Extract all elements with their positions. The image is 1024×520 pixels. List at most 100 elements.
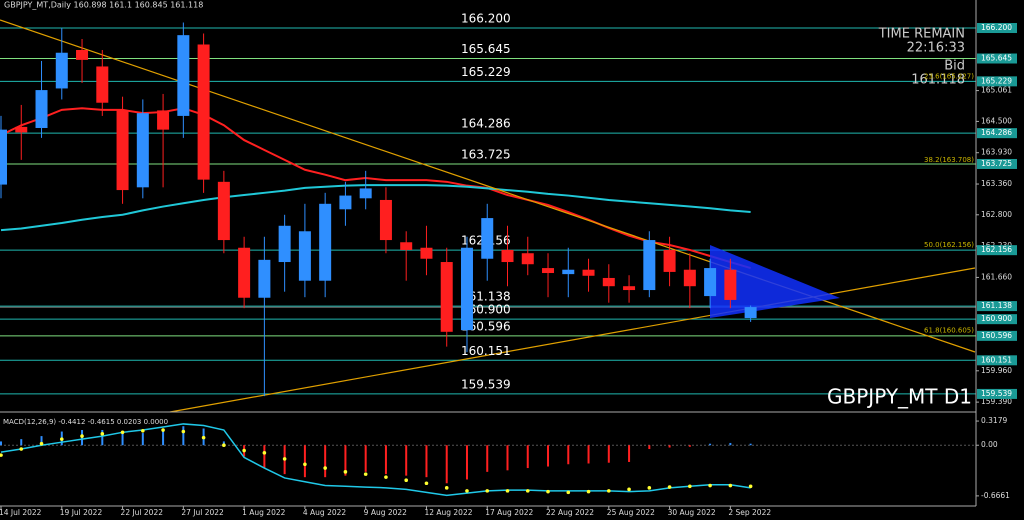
macd-y-tick-label: 0.00 — [981, 440, 998, 449]
x-tick-label: 22 Jul 2022 — [121, 508, 164, 517]
level-axis-box — [977, 245, 1017, 256]
macd-signal-dot — [303, 462, 307, 467]
macd-bar — [263, 445, 266, 469]
level-axis-box — [977, 23, 1017, 34]
level-label: 160.151 — [461, 344, 511, 358]
y-tick-label: 163.930 — [981, 148, 1012, 157]
macd-signal-dot — [120, 430, 125, 435]
macd-signal-dot — [141, 428, 145, 433]
macd-signal-dot — [59, 437, 64, 441]
candle-body — [704, 268, 717, 297]
candle-body — [76, 49, 89, 60]
candle-body — [177, 35, 190, 116]
candle-body — [744, 307, 757, 319]
macd-signal-dot — [505, 489, 510, 493]
candle-body — [481, 218, 494, 259]
triangle-drawing — [710, 245, 840, 318]
macd-bar — [709, 443, 712, 446]
level-label: 160.596 — [461, 319, 511, 333]
macd-signal-dot — [222, 443, 226, 448]
candle-body — [116, 110, 129, 191]
macd-signal-dot — [404, 478, 409, 483]
x-tick-label: 27 Jul 2022 — [181, 508, 224, 517]
x-tick-label: 1 Aug 2022 — [242, 508, 285, 517]
x-tick-label: 22 Aug 2022 — [546, 508, 594, 517]
chart-header: GBPJPY_MT,Daily 160.898 161.1 160.845 16… — [4, 1, 203, 10]
level-axis-label: 159.539 — [981, 389, 1012, 398]
fibo-label: 23.6(165.227) — [924, 72, 974, 80]
macd-signal-dot — [647, 486, 652, 490]
macd-bar — [628, 445, 631, 462]
level-label: 166.200 — [461, 12, 511, 26]
candle-body — [258, 259, 271, 298]
level-axis-box — [977, 355, 1017, 366]
macd-bar — [20, 439, 23, 446]
macd-title: MACD(12,26,9) -0.4412 -0.4615 0.0203 0.0… — [3, 418, 168, 426]
candle-body — [542, 268, 555, 274]
macd-bar — [688, 445, 691, 447]
macd-signal-dot — [424, 481, 429, 486]
candle-body — [440, 262, 453, 332]
macd-bar — [324, 445, 327, 478]
macd-signal-dot — [748, 484, 753, 489]
macd-signal-dot — [688, 484, 692, 489]
x-tick-label: 2 Sep 2022 — [728, 508, 771, 517]
candle-body — [319, 203, 332, 281]
candle-body — [379, 199, 392, 241]
level-axis-label: 160.900 — [981, 314, 1012, 323]
macd-signal-dot — [465, 489, 469, 493]
y-tick-label: 161.660 — [981, 272, 1012, 281]
level-axis-label: 161.138 — [981, 301, 1012, 310]
candle-body — [400, 242, 413, 250]
candle-body — [582, 269, 595, 276]
candle-body — [501, 249, 514, 263]
macd-bar — [749, 443, 752, 446]
macd-bar — [547, 445, 550, 467]
candle-body — [278, 225, 291, 263]
macd-bar — [567, 445, 570, 465]
macd-signal-dot — [100, 432, 105, 436]
macd-bar — [607, 445, 610, 463]
candle-body — [420, 247, 433, 259]
x-tick-label: 14 Jul 2022 — [0, 508, 42, 517]
macd-bar — [445, 445, 448, 484]
macd-signal-dot — [161, 428, 165, 432]
candle-body — [724, 269, 737, 300]
macd-bar — [486, 445, 489, 472]
level-axis-label: 160.151 — [981, 355, 1012, 364]
macd-bar — [303, 445, 306, 478]
level-axis-box — [977, 53, 1017, 64]
trendline — [169, 267, 976, 413]
candle-body — [96, 66, 109, 103]
macd-bar — [182, 426, 185, 446]
level-label: 165.645 — [461, 42, 511, 56]
level-axis-label: 163.725 — [981, 159, 1012, 168]
macd-signal-dot — [282, 457, 287, 461]
macd-signal-dot — [525, 489, 530, 493]
candle-body — [521, 253, 534, 265]
x-tick-label: 19 Jul 2022 — [60, 508, 103, 517]
macd-signal-dot — [80, 434, 84, 438]
candle-body — [339, 195, 352, 210]
candle-body — [562, 269, 575, 275]
macd-signal-dot — [384, 475, 388, 479]
y-tick-label: 165.061 — [981, 86, 1012, 95]
level-label: 160.900 — [461, 303, 511, 317]
macd-bar — [465, 445, 468, 480]
macd-bar — [425, 445, 428, 478]
macd-bar — [344, 445, 347, 476]
level-axis-label: 166.200 — [981, 23, 1012, 32]
macd-signal-dot — [363, 472, 368, 476]
candle-body — [35, 90, 48, 128]
candle-body — [238, 247, 251, 298]
macd-signal-dot — [546, 489, 550, 494]
candle-body — [15, 126, 28, 133]
level-axis-box — [977, 128, 1017, 139]
macd-bar — [526, 445, 529, 469]
macd-signal-dot — [586, 489, 591, 494]
macd-signal-dot — [19, 447, 24, 451]
candle-body — [217, 181, 230, 241]
fibo-label: 38.2(163.708) — [924, 156, 974, 164]
macd-signal-dot — [444, 486, 449, 490]
